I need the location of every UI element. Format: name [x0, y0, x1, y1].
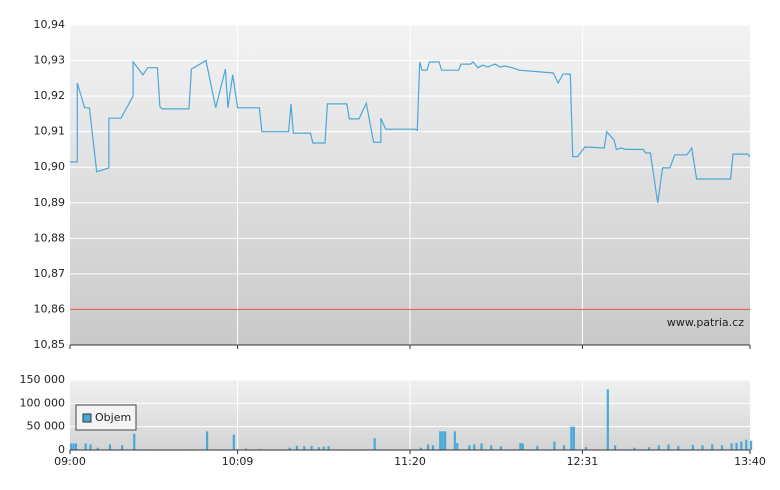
volume-bar [730, 443, 733, 450]
volume-bar [480, 443, 483, 450]
y-tick-label: 100 000 [20, 396, 66, 409]
volume-bar [322, 446, 325, 450]
volume-bar [456, 443, 459, 450]
volume-bar [701, 445, 704, 450]
x-tick-label: 09:00 [54, 455, 86, 468]
volume-bar [327, 446, 330, 450]
volume-bar [427, 444, 430, 450]
volume-bar [657, 445, 660, 450]
volume-bar [720, 445, 724, 450]
y-tick-label: 150 000 [20, 373, 66, 386]
volume-bar [303, 446, 306, 450]
y-tick-label: 50 000 [27, 420, 66, 433]
volume-bar [536, 445, 539, 450]
volume-bar [206, 431, 209, 450]
x-tick-label: 11:20 [394, 455, 426, 468]
volume-bar [584, 447, 588, 450]
volume-bar [677, 445, 680, 450]
volume-bar [499, 446, 503, 450]
x-tick-label: 12:31 [567, 455, 599, 468]
volume-bar [373, 438, 376, 450]
volume-bar [108, 444, 112, 450]
y-tick-label: 10,93 [34, 54, 66, 67]
volume-bar [72, 443, 75, 450]
volume-bar [431, 445, 435, 450]
x-tick-label: 10:09 [222, 455, 254, 468]
volume-bar [74, 443, 78, 450]
volume-bar [521, 443, 524, 450]
y-tick-label: 10,91 [34, 125, 66, 138]
volume-bar [70, 443, 73, 450]
volume-bar [633, 447, 636, 450]
legend-label: Objem [95, 411, 131, 424]
watermark: www.patria.cz [667, 316, 744, 329]
volume-bar [735, 443, 738, 450]
volume-bar [570, 426, 573, 450]
volume-bar [288, 447, 291, 450]
volume-bar [667, 444, 670, 450]
volume-bar [439, 431, 442, 450]
volume-bar [468, 445, 471, 450]
volume-bar [89, 444, 92, 450]
volume-bar [96, 447, 99, 450]
legend-swatch [82, 413, 92, 423]
volume-bar [519, 443, 522, 450]
volume-bar [691, 444, 694, 450]
volume-bar [711, 444, 714, 450]
volume-bar [295, 445, 299, 450]
volume-bar [473, 444, 476, 450]
volume-bar [614, 445, 617, 450]
volume-bar [419, 447, 422, 450]
y-tick-label: 10,94 [34, 18, 66, 31]
volume-bar [453, 431, 456, 450]
volume-bar [563, 445, 566, 450]
volume-bar [121, 445, 124, 450]
volume-bar [553, 441, 556, 450]
y-tick-label: 10,89 [34, 196, 66, 209]
volume-bar [740, 441, 743, 450]
volume-bar [606, 389, 609, 450]
volume-bar [84, 443, 87, 450]
y-tick-label: 10,85 [34, 338, 66, 351]
y-tick-label: 10,92 [34, 89, 66, 102]
y-tick-label: 0 [58, 443, 65, 456]
volume-bar [133, 433, 136, 450]
volume-bar [232, 434, 235, 450]
volume-bar [648, 447, 651, 450]
y-tick-label: 10,90 [34, 160, 66, 173]
volume-bar [317, 447, 320, 450]
volume-bar [572, 426, 575, 450]
price-line [70, 59, 751, 203]
volume-bar [441, 431, 444, 450]
volume-bar [745, 439, 748, 450]
x-tick-label: 13:40 [734, 455, 766, 468]
volume-bar [490, 445, 493, 450]
volume-bar [244, 448, 248, 450]
y-tick-label: 10,87 [34, 267, 66, 280]
y-tick-label: 10,86 [34, 302, 66, 315]
volume-bar [310, 445, 313, 450]
y-tick-label: 10,88 [34, 231, 66, 244]
volume-bar [750, 440, 753, 450]
volume-bar [444, 431, 447, 450]
